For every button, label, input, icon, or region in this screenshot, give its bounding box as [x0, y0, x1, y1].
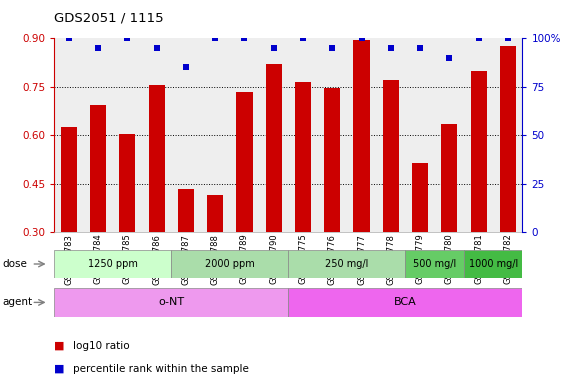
Point	[474, 35, 483, 41]
Point	[240, 35, 249, 41]
Bar	[266, 64, 282, 329]
Bar	[54, 288, 288, 317]
Text: percentile rank within the sample: percentile rank within the sample	[73, 364, 249, 374]
Point	[299, 35, 308, 41]
Bar	[90, 105, 106, 329]
Bar	[54, 250, 171, 278]
Text: 500 mg/l: 500 mg/l	[413, 259, 456, 269]
Text: BCA: BCA	[394, 297, 417, 308]
Bar	[412, 163, 428, 329]
Bar	[383, 80, 399, 329]
Point	[386, 45, 395, 51]
Point	[503, 35, 512, 41]
Text: 2000 ppm: 2000 ppm	[205, 259, 255, 269]
Bar	[471, 71, 486, 329]
Text: ■: ■	[54, 341, 65, 351]
Bar	[353, 40, 369, 329]
Bar	[119, 134, 135, 329]
Bar	[288, 288, 522, 317]
Bar	[236, 92, 252, 329]
Bar	[207, 195, 223, 329]
Text: o-NT: o-NT	[158, 297, 184, 308]
Text: 250 mg/l: 250 mg/l	[325, 259, 368, 269]
Point	[123, 35, 132, 41]
Bar	[324, 88, 340, 329]
Text: ■: ■	[54, 364, 65, 374]
Text: GDS2051 / 1115: GDS2051 / 1115	[54, 12, 164, 25]
Point	[152, 45, 161, 51]
Bar	[500, 46, 516, 329]
Text: agent: agent	[3, 297, 33, 308]
Bar	[464, 250, 522, 278]
Bar	[295, 82, 311, 329]
Point	[328, 45, 337, 51]
Text: 1250 ppm: 1250 ppm	[88, 259, 138, 269]
Bar	[178, 189, 194, 329]
Text: dose: dose	[3, 259, 28, 269]
Bar	[148, 85, 164, 329]
Point	[357, 35, 366, 41]
Bar	[405, 250, 464, 278]
Point	[182, 65, 191, 71]
Bar	[61, 127, 77, 329]
Bar	[288, 250, 405, 278]
Point	[65, 35, 74, 41]
Bar	[171, 250, 288, 278]
Bar	[441, 124, 457, 329]
Point	[269, 45, 278, 51]
Point	[445, 55, 454, 61]
Point	[416, 45, 425, 51]
Point	[94, 45, 103, 51]
Point	[211, 35, 220, 41]
Text: log10 ratio: log10 ratio	[73, 341, 130, 351]
Text: 1000 mg/l: 1000 mg/l	[469, 259, 518, 269]
